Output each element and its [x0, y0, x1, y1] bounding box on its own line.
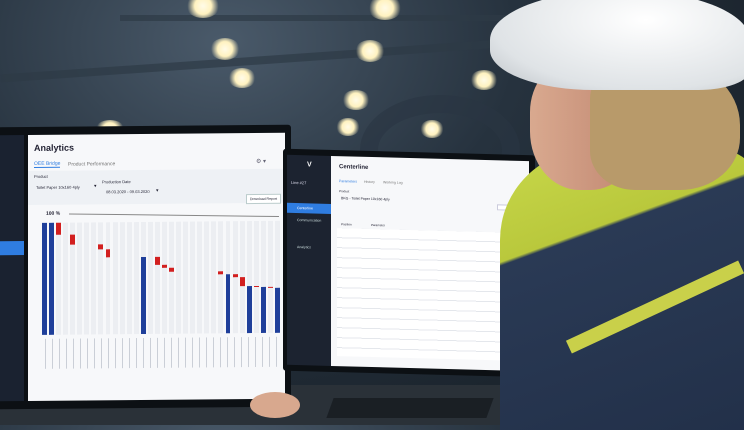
total-bar[interactable] [140, 256, 146, 335]
bridge-bracket-line [69, 213, 279, 218]
loss-bar[interactable] [154, 256, 160, 265]
bar-slot-background [77, 222, 83, 335]
ceiling-light [186, 0, 220, 18]
bar-slot-background [105, 222, 111, 335]
date-select[interactable]: 08.03.2020 - 09.03.2020 [106, 188, 150, 195]
chevron-down-icon[interactable]: ▾ [94, 183, 97, 190]
ceiling-beam [120, 15, 520, 21]
right-monitor: V Line #27 Centerline Communication Anal… [283, 148, 535, 378]
bar-slot-background [119, 222, 125, 335]
page-title: Analytics [34, 142, 75, 153]
bar-slot-background [112, 222, 118, 335]
bar-slot-background [84, 222, 90, 335]
loss-bar[interactable] [162, 264, 167, 268]
loss-bar[interactable] [267, 286, 273, 289]
nav-item-centerline[interactable]: Centerline [287, 202, 331, 214]
loss-bar[interactable] [56, 222, 62, 236]
bar-slot-background [98, 222, 104, 335]
date-label: Production Date [102, 179, 131, 185]
line-name[interactable]: Line #27 [291, 179, 307, 186]
product-label: Product [34, 173, 48, 179]
tab-oee-bridge[interactable]: OEE Bridge [34, 160, 61, 168]
total-bar[interactable] [49, 222, 54, 335]
left-sidebar [0, 135, 24, 402]
settings-icon[interactable]: ⚙ ▾ [256, 158, 267, 166]
bar-slot-background [183, 221, 189, 334]
hard-hat [490, 0, 744, 90]
tab-history[interactable]: History [364, 179, 375, 185]
loss-bar[interactable] [98, 244, 104, 250]
parameter-table [337, 228, 523, 361]
nav-item-analytics[interactable]: Analytics [297, 245, 312, 250]
bar-slot-background [169, 221, 174, 334]
chevron-down-icon[interactable]: ▾ [156, 187, 159, 194]
total-bar[interactable] [260, 287, 266, 333]
bar-slot-background [91, 222, 97, 335]
ceiling-light [336, 118, 360, 136]
loss-bar[interactable] [105, 249, 111, 258]
bar-slot-background [211, 221, 217, 334]
sidebar-active-item[interactable] [0, 241, 24, 256]
product-select[interactable]: Toilet Paper 10x160 4ply [36, 184, 80, 190]
logo-icon: V [307, 161, 312, 169]
bar-slot-background [63, 222, 69, 335]
download-report-button[interactable]: Download Report [246, 193, 282, 205]
keyboard [326, 398, 494, 418]
tab-working-log[interactable]: Working Log [383, 180, 403, 185]
loss-bar[interactable] [218, 271, 224, 274]
bar-slot-background [218, 221, 224, 334]
hand [250, 392, 300, 418]
ceiling-light [210, 38, 240, 60]
bar-slot-background [126, 222, 132, 335]
bar-slot-background [56, 222, 62, 335]
analytics-screen: Analytics OEE Bridge Product Performance… [28, 132, 285, 402]
column-parameter: Parameter [371, 223, 386, 228]
product-select[interactable]: BKG - Toilet Paper 10x160 4ply [341, 196, 390, 202]
nav-label: Centerline [297, 206, 313, 211]
ceiling-light [470, 70, 498, 90]
total-bar[interactable] [274, 287, 280, 333]
right-sidebar: V Line #27 Centerline Communication Anal… [287, 154, 331, 366]
bar-slot-background [176, 221, 182, 334]
bar-slot-background [197, 221, 203, 334]
tab-parameters[interactable]: Parameters [339, 179, 358, 184]
oee-bridge-chart [42, 220, 282, 335]
total-bar[interactable] [225, 273, 231, 334]
bar-slot-background [133, 222, 139, 335]
loss-bar[interactable] [169, 267, 174, 273]
total-bar[interactable] [246, 286, 252, 334]
loss-bar[interactable] [232, 273, 238, 278]
column-position: Position [341, 222, 352, 227]
ceiling-light [368, 0, 402, 20]
bar-slot-background [267, 220, 273, 333]
left-monitor: Analytics OEE Bridge Product Performance… [0, 124, 291, 410]
ceiling-light [355, 40, 385, 62]
total-bar[interactable] [42, 222, 47, 335]
tab-product-performance[interactable]: Product Performance [68, 161, 116, 168]
bar-slot-background [147, 221, 153, 334]
ceiling-light [228, 68, 256, 88]
ceiling-light [342, 90, 370, 110]
bar-slot-background [190, 221, 196, 334]
loss-bar[interactable] [253, 285, 259, 288]
bar-slot-background [204, 221, 210, 334]
bar-slot-background [253, 220, 259, 334]
page-title: Centerline [339, 164, 369, 171]
bar-slot-background [162, 221, 167, 334]
loss-bar[interactable] [70, 234, 76, 246]
product-label: Product [339, 189, 350, 194]
y-axis-top-label: 100 % [46, 210, 61, 217]
x-axis-labels [42, 336, 282, 369]
nav-item-communication[interactable]: Communication [297, 218, 322, 223]
bar-slot-background [154, 221, 160, 334]
loss-bar[interactable] [239, 277, 245, 287]
